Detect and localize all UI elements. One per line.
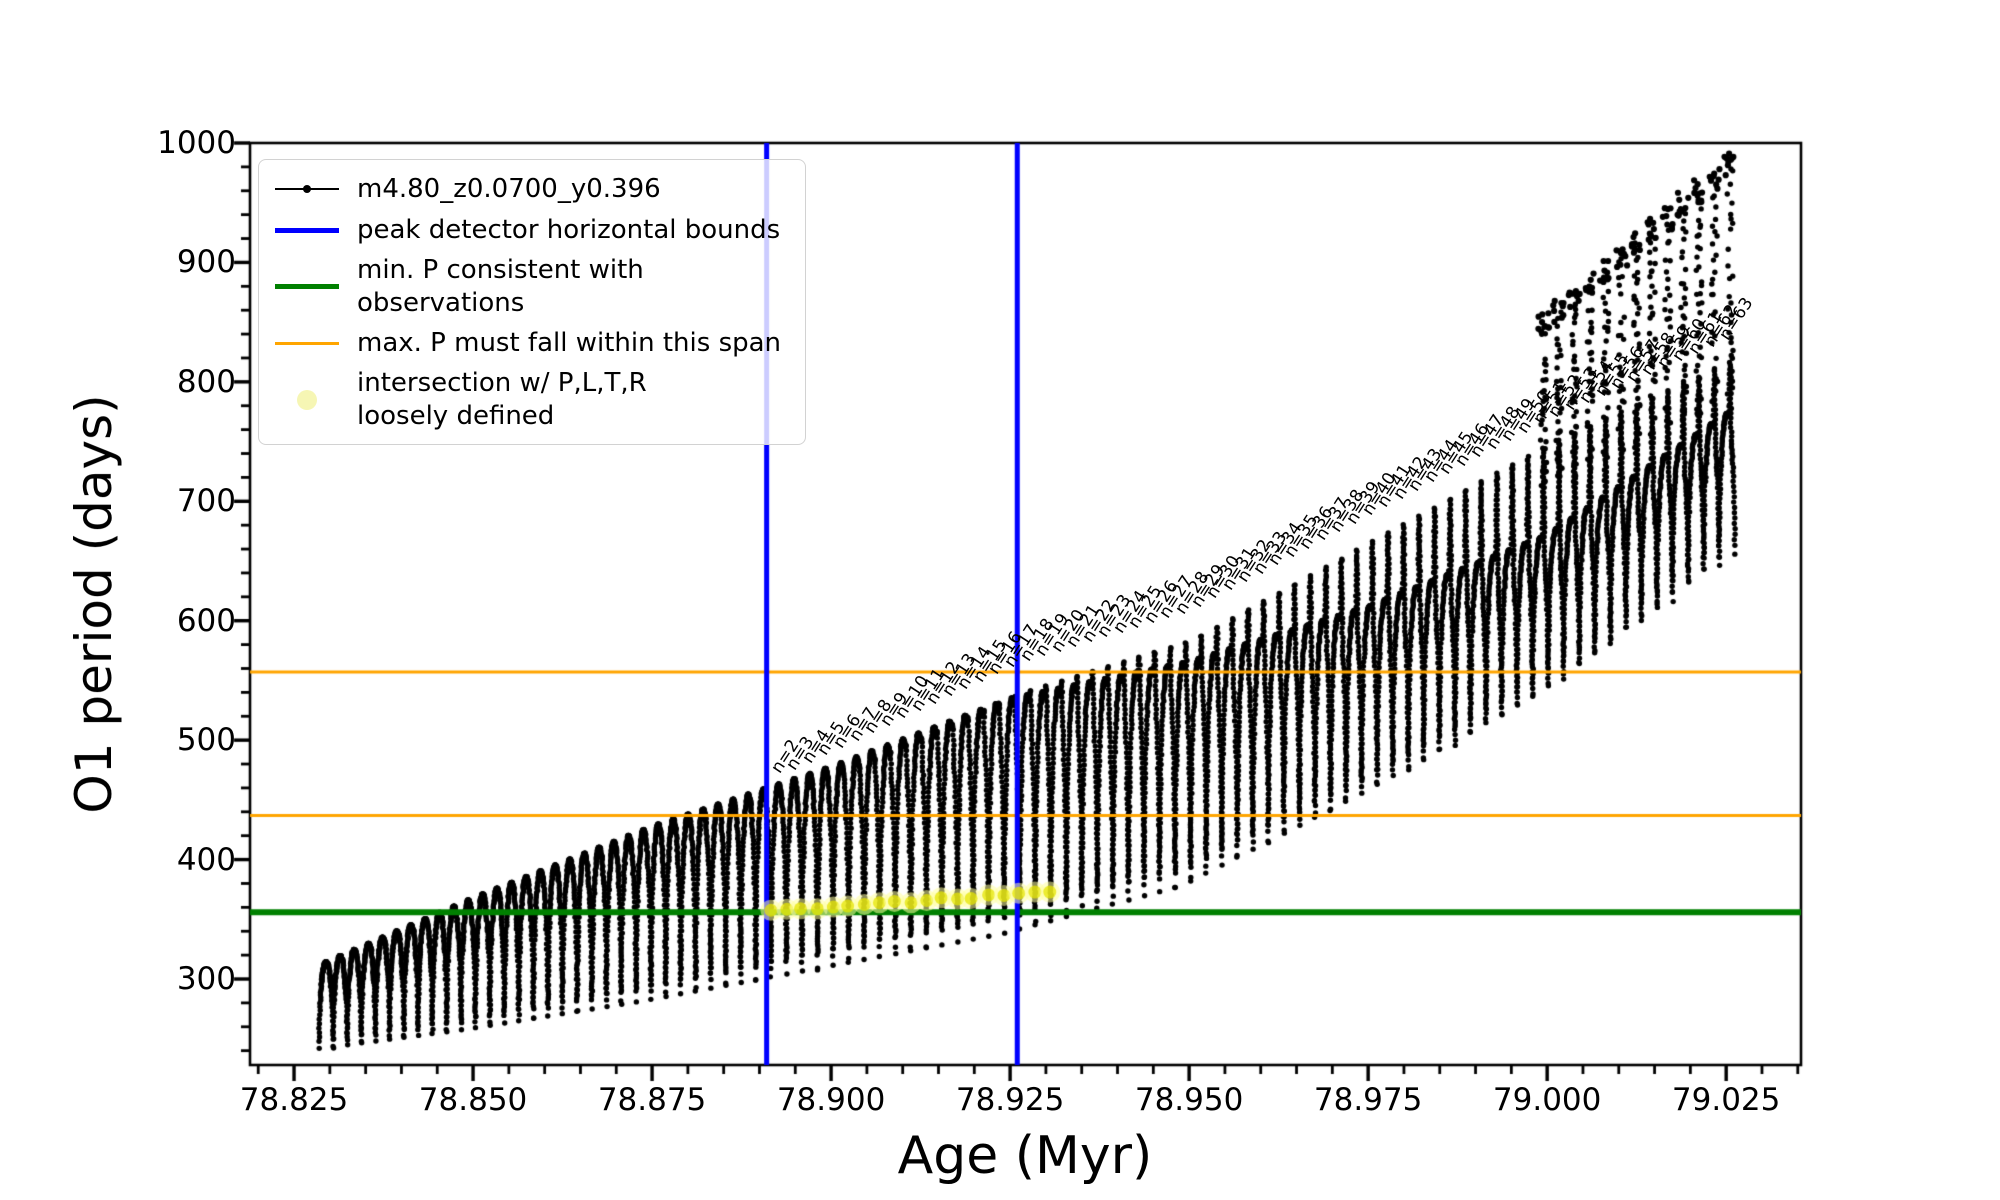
x-tick-label: 78.950 [1134,1082,1244,1118]
x-tick-label: 78.850 [418,1082,528,1118]
y-tick-label: 700 [176,483,236,520]
legend-label: max. P must fall within this span [357,327,782,358]
reference-line-marker [275,213,339,247]
x-tick-label: 78.825 [239,1082,349,1118]
x-tick-label: 79.000 [1492,1082,1602,1118]
legend-label: intersection w/ P,L,T,R loosely defined [357,368,647,431]
legend-entry: intersection w/ P,L,T,R loosely defined [275,367,789,432]
legend-label: min. P consistent with observations [357,255,644,318]
y-tick-label: 500 [176,722,236,759]
legend-entry: min. P consistent with observations [275,254,789,319]
legend-entry: m4.80_z0.0700_y0.396 [275,172,789,206]
reference-line-marker [275,326,339,360]
legend-entry: max. P must fall within this span [275,326,789,360]
y-axis-label: O1 period (days) [65,394,123,814]
y-tick-label: 600 [176,602,236,639]
x-tick-label: 78.975 [1313,1082,1423,1118]
reference-line-marker [275,270,339,304]
intersection-circle-marker [275,383,339,417]
x-tick-label: 79.025 [1671,1082,1781,1118]
x-tick-label: 78.900 [776,1082,886,1118]
x-tick-label: 78.875 [597,1082,707,1118]
y-tick-label: 400 [176,841,236,878]
y-tick-label: 300 [176,961,236,997]
legend-label: m4.80_z0.0700_y0.396 [357,173,661,204]
series-line-dot-marker [275,172,339,206]
y-tick-label: 1000 [157,125,236,161]
legend-entry: peak detector horizontal bounds [275,213,789,247]
x-tick-label: 78.925 [955,1082,1065,1118]
y-tick-label: 800 [176,363,236,400]
x-axis-label: Age (Myr) [897,1126,1153,1186]
legend-label: peak detector horizontal bounds [357,214,781,245]
y-tick-label: 900 [176,244,236,281]
